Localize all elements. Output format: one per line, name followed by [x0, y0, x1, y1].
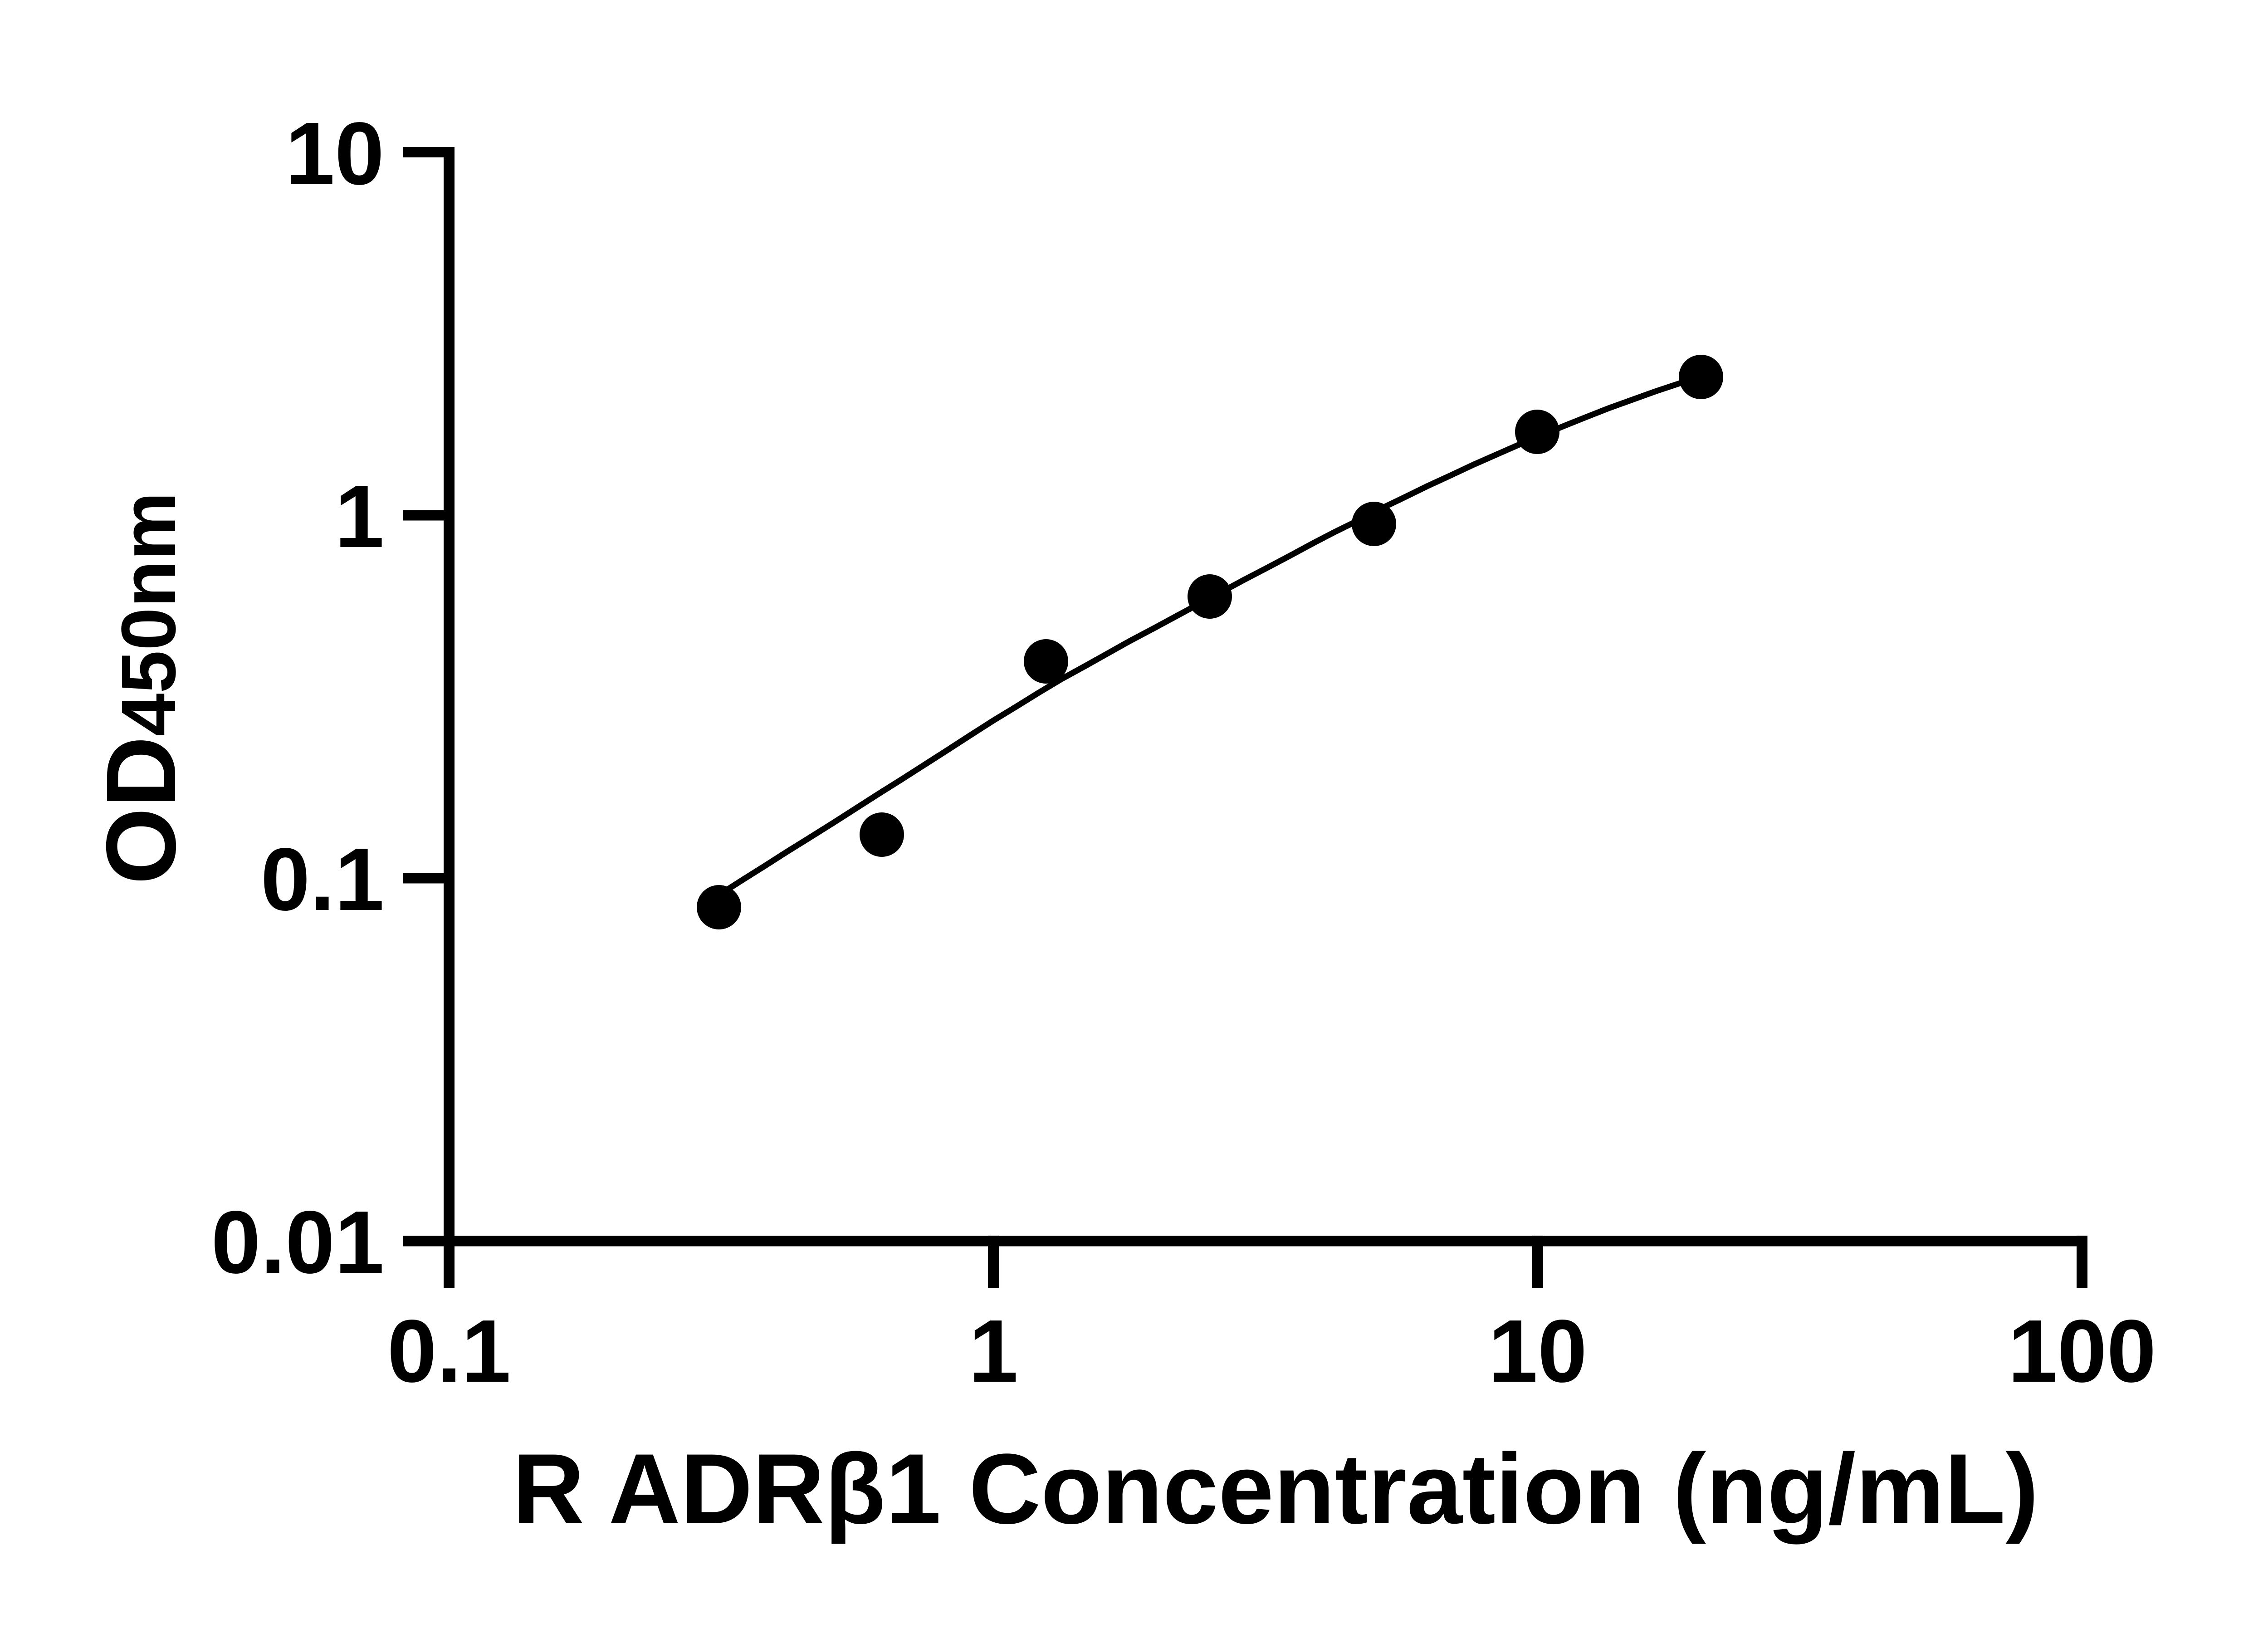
svg-text:1: 1 — [335, 467, 384, 566]
svg-text:0.01: 0.01 — [211, 1193, 384, 1292]
svg-text:0.1: 0.1 — [387, 1301, 511, 1401]
svg-text:0.1: 0.1 — [261, 830, 384, 929]
svg-text:10: 10 — [285, 104, 384, 203]
svg-text:10: 10 — [1488, 1301, 1587, 1401]
svg-text:1: 1 — [968, 1301, 1018, 1401]
svg-text:R ADRβ1 Concentration (ng/mL): R ADRβ1 Concentration (ng/mL) — [513, 1433, 2039, 1545]
svg-text:100: 100 — [2008, 1301, 2156, 1401]
svg-text:OD450nm: OD450nm — [86, 492, 196, 885]
